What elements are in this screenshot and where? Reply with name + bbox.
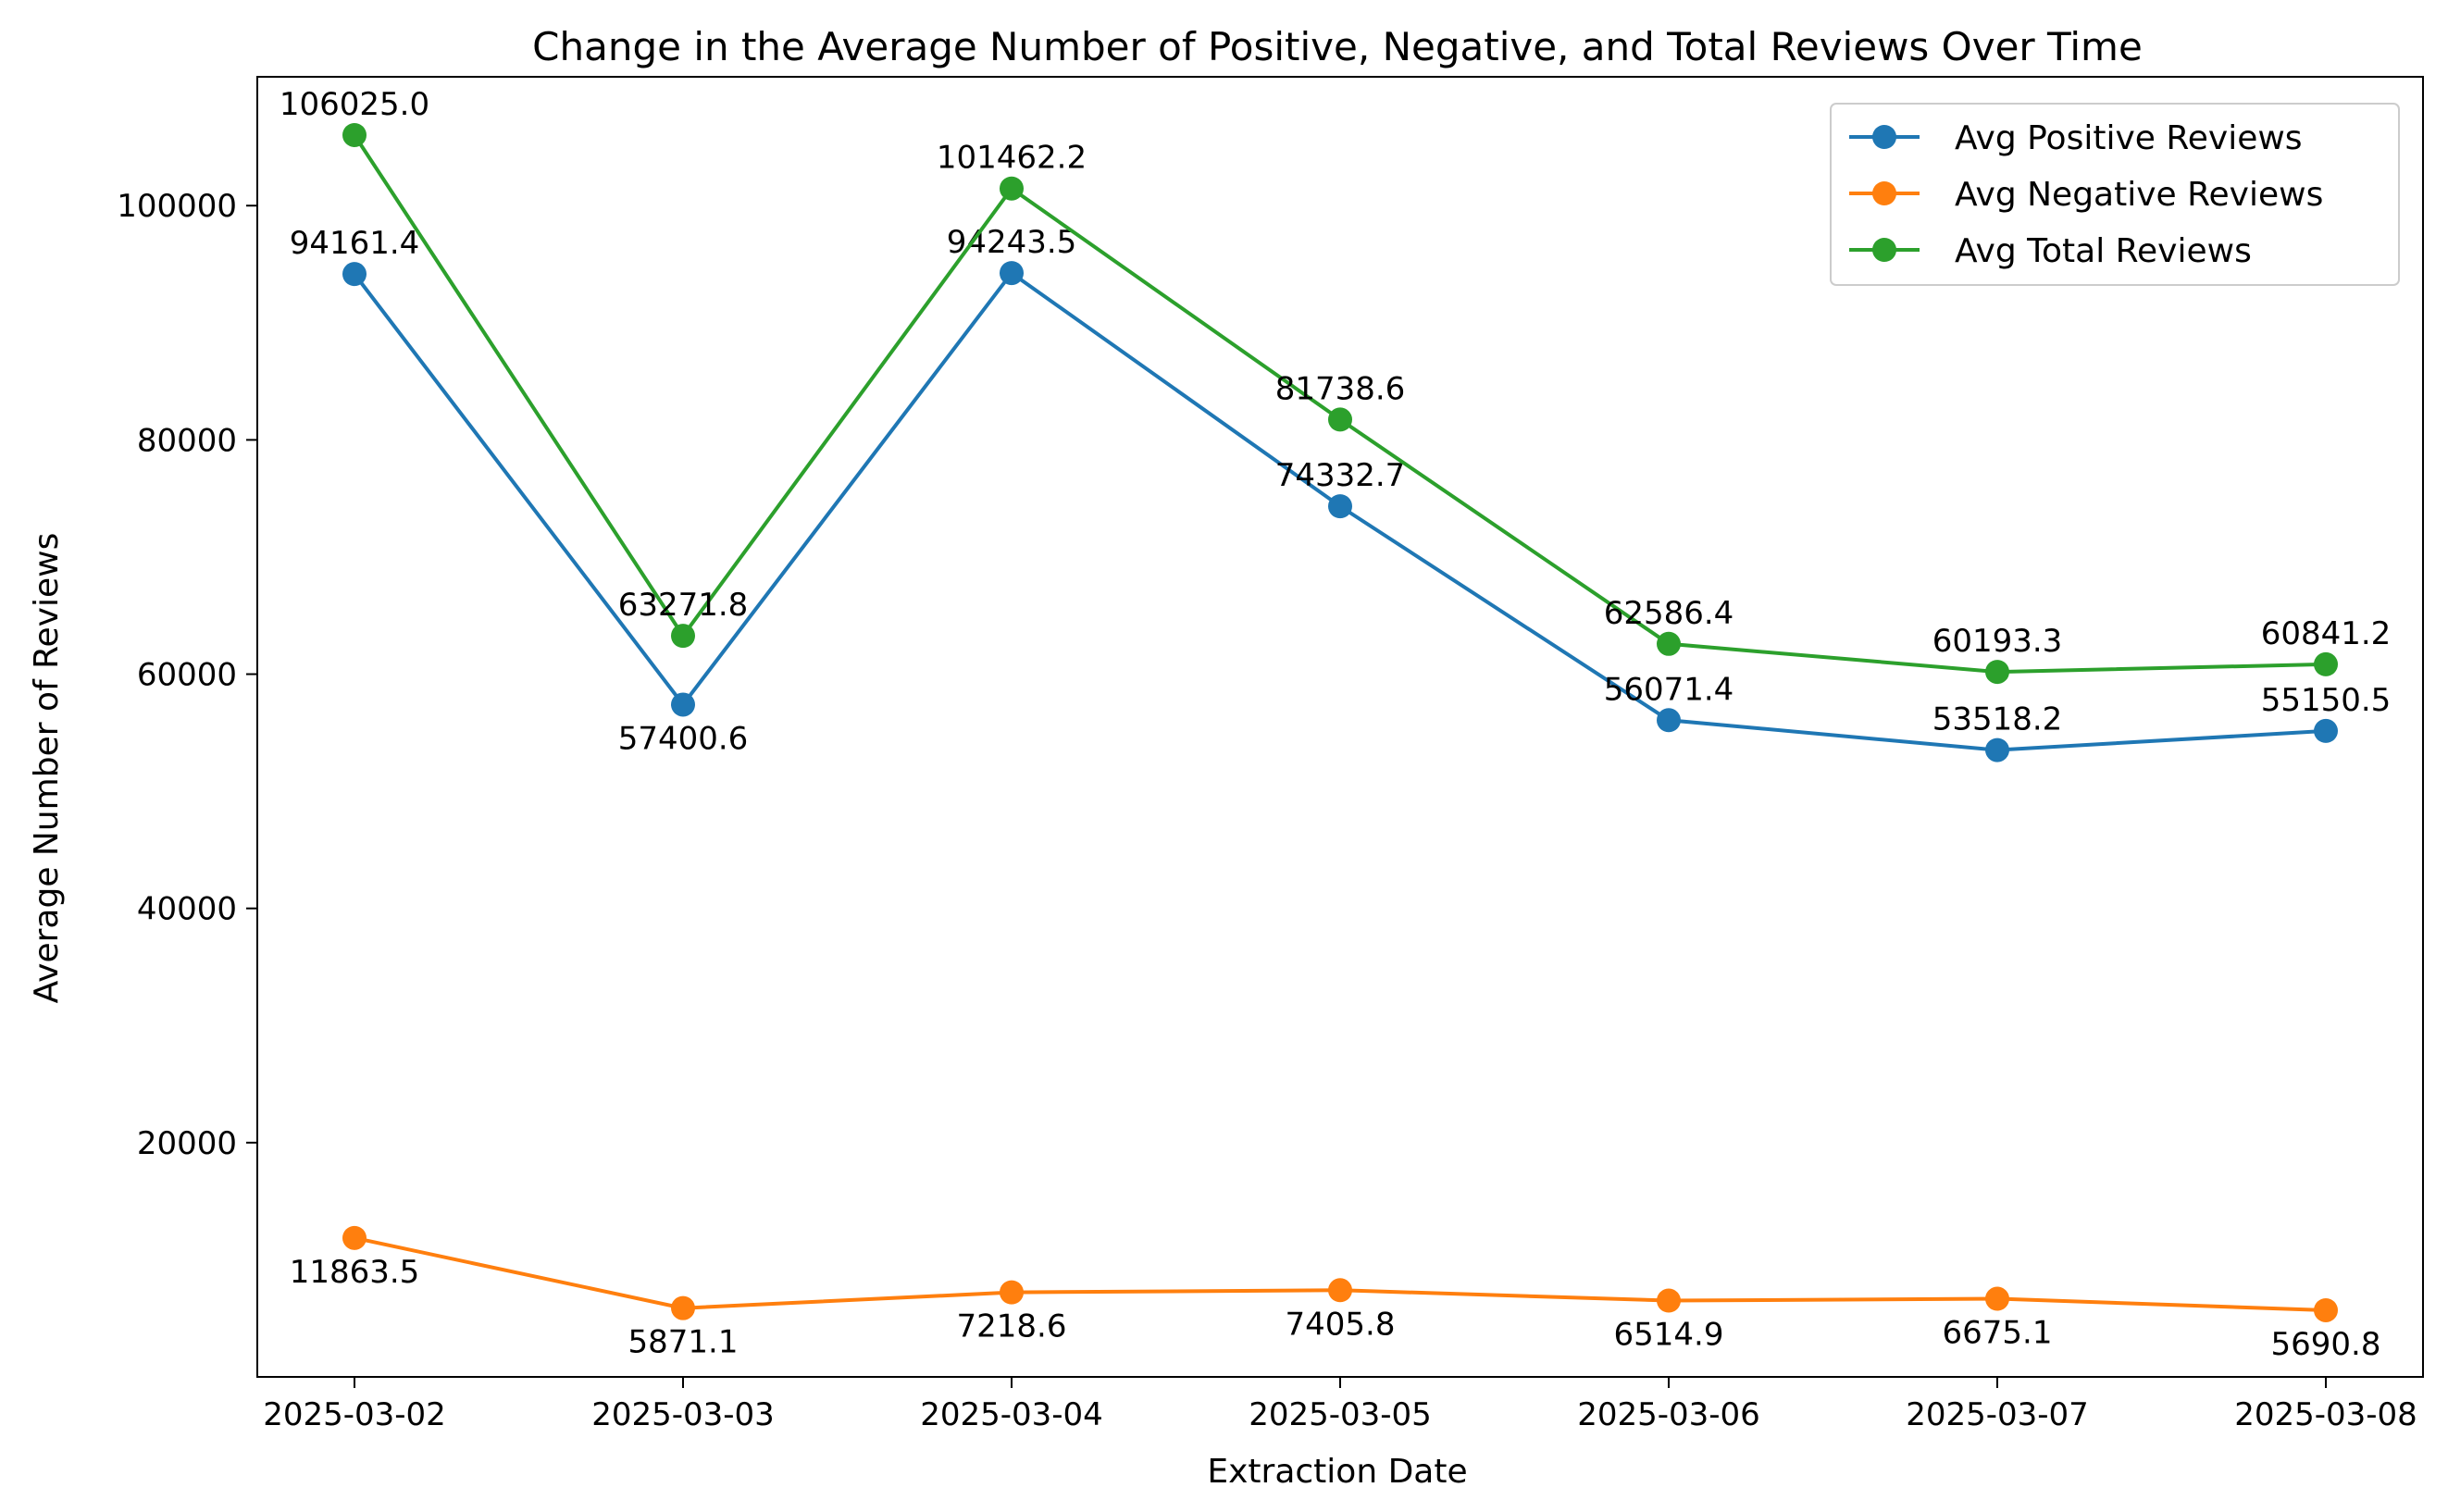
legend-marker: [1872, 181, 1896, 205]
data-label: 7218.6: [957, 1308, 1067, 1345]
data-point: [2314, 718, 2338, 743]
data-label: 101462.2: [937, 140, 1087, 177]
data-point: [342, 262, 367, 287]
data-point: [2314, 651, 2338, 676]
y-tick-label: 60000: [137, 657, 237, 694]
y-tick-label: 100000: [117, 188, 237, 225]
data-point: [671, 624, 695, 649]
data-label: 106025.0: [280, 86, 429, 123]
axes-layer: 2025-03-02 2025-03-03 2025-03-04 2025-03-05…: [117, 76, 2424, 1433]
data-point: [1985, 1286, 2009, 1311]
data-point: [1000, 261, 1024, 286]
legend: Avg Positive Reviews Avg Negative Reviews…: [1830, 103, 2400, 286]
data-point: [1328, 407, 1352, 432]
data-point: [342, 122, 367, 147]
series-avg-negative-reviews: 11863.5 5871.1 7218.6 7405.8 6514.9 6675.1 569…: [290, 1225, 2381, 1363]
legend-marker: [1872, 238, 1896, 262]
data-label: 94243.5: [947, 224, 1077, 261]
data-label: 11863.5: [290, 1254, 420, 1291]
chart-title: Change in the Average Number of Positive…: [532, 24, 2143, 69]
data-point: [342, 1225, 367, 1250]
data-label: 81738.6: [1275, 370, 1406, 407]
x-tick-label: 2025-03-03: [591, 1396, 775, 1433]
data-label: 5871.1: [628, 1324, 739, 1361]
x-tick-label: 2025-03-04: [920, 1396, 1103, 1433]
data-point: [1657, 631, 1681, 656]
data-label: 6514.9: [1614, 1317, 1724, 1354]
data-label: 7405.8: [1286, 1306, 1396, 1343]
data-label: 94161.4: [290, 225, 420, 262]
y-tick-label: 40000: [137, 891, 237, 928]
y-tick-label: 80000: [137, 422, 237, 459]
legend-box: [1830, 103, 2400, 286]
data-label: 60193.3: [1932, 623, 2063, 660]
data-point: [2314, 1297, 2338, 1322]
data-label: 57400.6: [618, 720, 749, 757]
data-label: 6675.1: [1943, 1315, 2053, 1352]
data-point: [671, 692, 695, 717]
data-label: 56071.4: [1604, 671, 1734, 708]
series-avg-positive-reviews: 94161.4 57400.6 94243.5 74332.7 56071.4 53518…: [290, 224, 2392, 762]
data-label: 63271.8: [618, 587, 749, 624]
data-label: 60841.2: [2261, 615, 2392, 652]
x-tick-label: 2025-03-05: [1249, 1396, 1432, 1433]
data-label: 62586.4: [1604, 595, 1734, 632]
series-layer: 94161.4 57400.6 94243.5 74332.7 56071.4 53518…: [280, 86, 2391, 1363]
legend-label: Avg Positive Reviews: [1955, 119, 2303, 157]
x-axis-label: Extraction Date: [1207, 1453, 1467, 1491]
data-label: 55150.5: [2261, 682, 2392, 719]
data-point: [1985, 737, 2009, 762]
x-tick-label: 2025-03-06: [1577, 1396, 1760, 1433]
data-point: [671, 1295, 695, 1320]
x-tick-label: 2025-03-07: [1906, 1396, 2089, 1433]
data-label: 5690.8: [2271, 1326, 2381, 1363]
data-label: 53518.2: [1932, 701, 2063, 738]
data-point: [1328, 494, 1352, 519]
x-tick-label: 2025-03-08: [2234, 1396, 2417, 1433]
legend-label: Avg Negative Reviews: [1955, 176, 2323, 214]
y-axis-label: Average Number of Reviews: [28, 533, 66, 1004]
legend-label: Avg Total Reviews: [1955, 232, 2252, 270]
data-point: [1000, 176, 1024, 201]
data-point: [1657, 1288, 1681, 1313]
data-point: [1000, 1280, 1024, 1305]
x-tick-label: 2025-03-02: [263, 1396, 446, 1433]
series-avg-total-reviews: 106025.0 63271.8 101462.2 81738.6 62586.4 601…: [280, 86, 2392, 685]
legend-marker: [1872, 125, 1896, 149]
data-label: 74332.7: [1275, 457, 1406, 494]
data-point: [1985, 660, 2009, 685]
y-tick-label: 20000: [137, 1125, 237, 1162]
data-point: [1328, 1278, 1352, 1303]
data-point: [1657, 708, 1681, 733]
